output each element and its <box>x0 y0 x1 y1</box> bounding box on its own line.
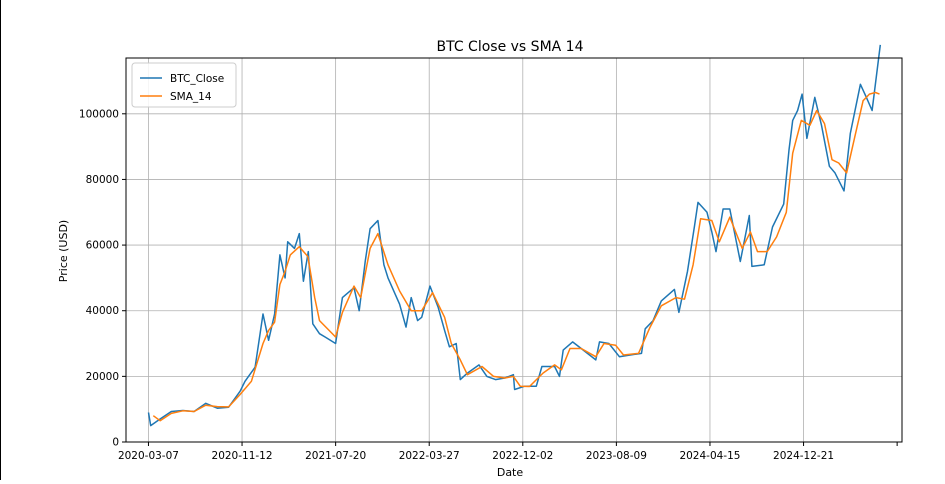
y-tick-label: 20000 <box>86 371 119 383</box>
y-tick-label: 100000 <box>79 108 119 120</box>
x-tick-label: 2020-11-12 <box>212 450 273 462</box>
x-tick-label: 2020-03-07 <box>118 450 179 462</box>
x-tick-label: 2023-08-09 <box>586 450 647 462</box>
x-axis-label: Date <box>497 466 524 479</box>
x-tick-label: 2022-12-02 <box>492 450 553 462</box>
chart-title: BTC Close vs SMA 14 <box>437 39 584 55</box>
legend-label: SMA_14 <box>170 91 212 103</box>
y-tick-label: 60000 <box>86 240 119 252</box>
legend: BTC_Close SMA_14 <box>131 62 237 108</box>
y-tick-label: 0 <box>112 437 119 449</box>
plot-frame <box>125 57 903 443</box>
series-layer <box>147 44 882 427</box>
y-axis-label: Price (USD) <box>57 220 70 282</box>
y-tick-label: 80000 <box>86 174 119 186</box>
x-tick-label: 2021-07-20 <box>305 450 366 462</box>
series-line-sma-14 <box>152 91 880 422</box>
y-tick-label: 40000 <box>86 305 119 317</box>
x-tick-label: 2022-03-27 <box>399 450 460 462</box>
x-tick-label: 2024-12-21 <box>773 450 834 462</box>
series-line-btc-close <box>147 44 882 427</box>
legend-label: BTC_Close <box>170 73 224 85</box>
x-tick-label: 2024-04-15 <box>679 450 740 462</box>
left-border-line <box>0 0 1 480</box>
tick-layer: 2020-03-07 2020-11-12 2021-07-20 2022-03-27… <box>79 108 898 462</box>
